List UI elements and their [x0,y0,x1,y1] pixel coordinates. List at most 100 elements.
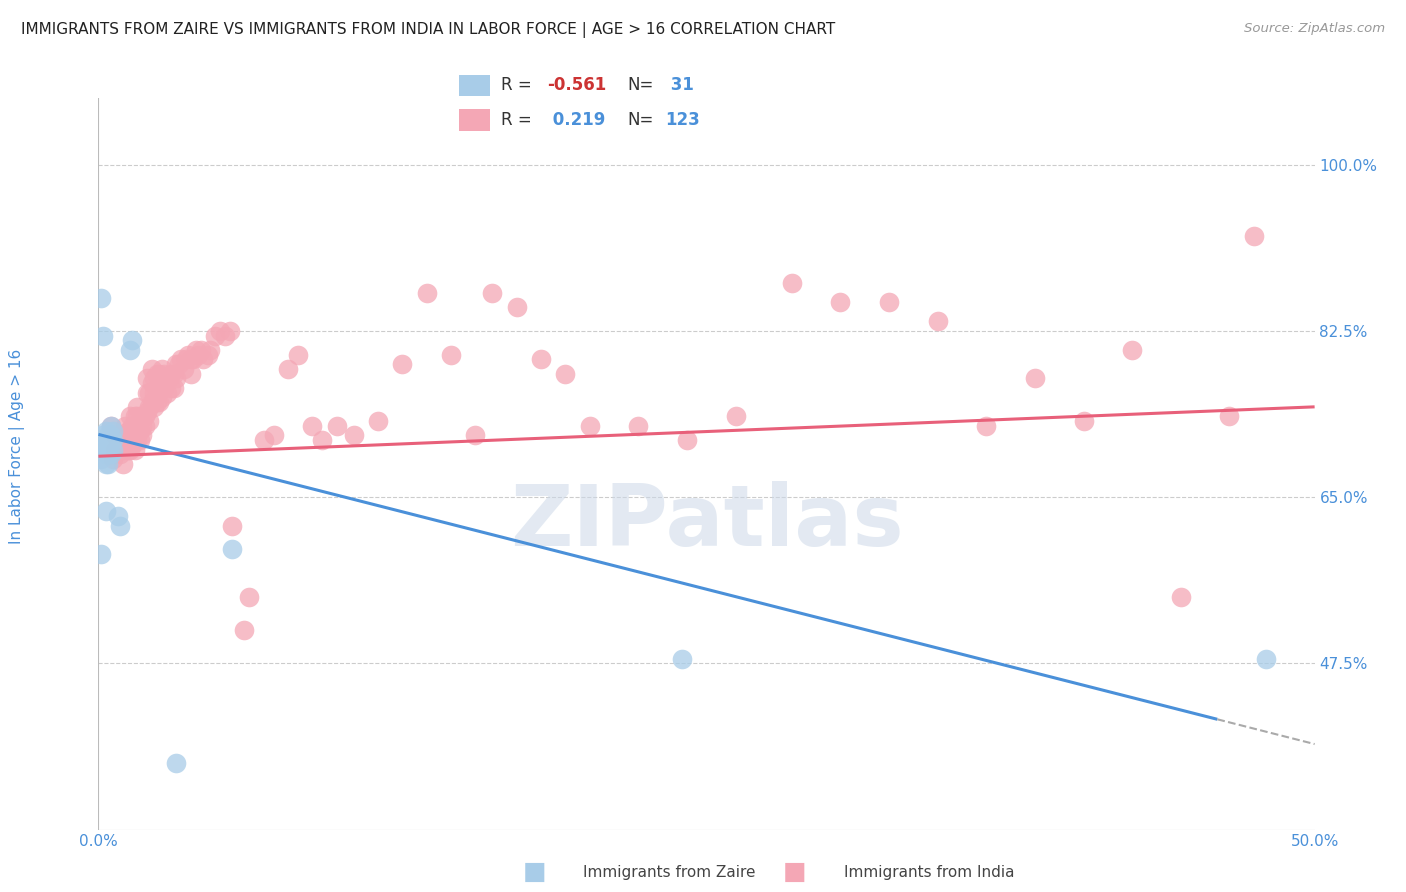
Point [440,348,463,362]
Point [90,452,112,467]
Point [165,357,187,371]
Point [100,418,122,433]
Point [676,433,699,447]
Point [153,381,176,395]
Point [121,438,143,452]
Point [481,285,503,300]
Point [101,442,124,457]
Point [287,348,309,362]
Bar [460,75,491,95]
Text: IMMIGRANTS FROM ZAIRE VS IMMIGRANTS FROM INDIA IN LABOR FORCE | AGE > 16 CORRELA: IMMIGRANTS FROM ZAIRE VS IMMIGRANTS FROM… [21,22,835,38]
Point [94,424,117,438]
Point [167,357,190,371]
Point [165,371,187,385]
Text: 31: 31 [665,76,693,95]
Point [148,367,170,381]
Point [118,442,141,457]
Point [128,424,150,438]
Point [100,447,122,461]
Text: R =: R = [501,112,531,129]
Point [128,414,150,428]
Point [118,433,141,447]
Text: 123: 123 [665,112,700,129]
Point [974,418,997,433]
Point [91,328,114,343]
Point [90,547,112,561]
Point [110,518,132,533]
Text: -0.561: -0.561 [547,76,606,95]
Point [94,447,117,461]
Point [177,348,200,362]
Point [191,352,214,367]
Point [90,291,112,305]
Point [121,334,143,348]
Point [155,371,177,385]
Point [136,404,159,418]
Point [101,433,124,447]
Point [134,418,156,433]
Point [111,442,134,457]
Point [114,438,136,452]
Point [146,395,169,409]
Point [209,324,232,338]
Point [578,418,600,433]
Point [326,418,349,433]
Point [163,381,186,395]
Point [110,438,132,452]
Point [143,371,166,385]
Point [150,376,173,390]
Point [277,362,299,376]
Point [111,433,134,447]
Point [301,418,323,433]
Point [146,367,169,381]
Point [97,447,120,461]
Point [253,433,276,447]
Point [391,357,413,371]
Point [187,348,209,362]
Point [104,442,127,457]
Point [143,385,166,400]
Point [830,295,852,310]
Point [94,504,117,518]
Point [627,418,650,433]
Point [134,409,156,424]
Point [200,343,222,357]
Point [91,428,114,442]
Point [128,433,150,447]
Point [1218,409,1240,424]
Point [111,457,134,471]
Point [136,385,159,400]
Text: Immigrants from Zaire: Immigrants from Zaire [583,865,756,880]
Point [110,428,132,442]
Point [554,367,576,381]
Point [101,424,124,438]
Point [107,442,129,457]
Point [416,285,439,300]
Point [118,424,141,438]
Point [94,438,117,452]
Point [506,300,529,314]
Point [190,343,212,357]
Point [131,409,153,424]
Point [530,352,553,367]
Point [114,418,136,433]
Point [136,371,159,385]
Point [127,418,149,433]
Point [238,590,260,604]
Point [181,352,204,367]
Point [165,756,187,770]
Point [138,414,160,428]
Point [1254,651,1277,665]
Point [180,352,202,367]
Point [311,433,333,447]
Point [780,277,803,291]
Point [148,381,170,395]
Point [173,362,195,376]
Point [100,438,122,452]
Text: ■: ■ [783,861,806,884]
Point [174,352,197,367]
Point [127,400,149,414]
Point [671,651,693,665]
Point [118,343,141,357]
Point [1024,371,1046,385]
